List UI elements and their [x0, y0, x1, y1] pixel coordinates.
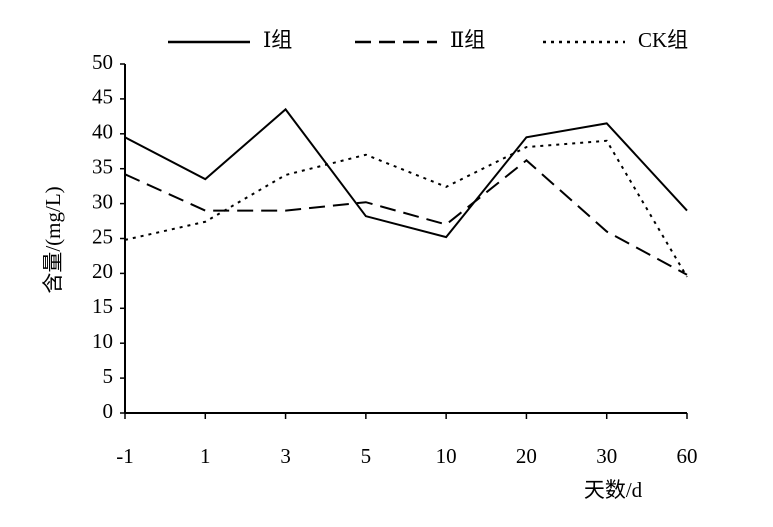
legend-label: Ⅱ组	[450, 28, 485, 52]
y-tick-label: 40	[92, 120, 113, 144]
x-axis-label: 天数/d	[584, 478, 643, 502]
y-tick-label: 10	[92, 329, 113, 353]
x-tick-label: 3	[280, 444, 291, 468]
series-line	[124, 139, 688, 278]
x-tick-label: -1	[116, 444, 134, 468]
legend-label: CK组	[638, 28, 688, 52]
y-axis-label: 含量/(mg/L)	[41, 186, 65, 293]
y-tick-label: 30	[92, 189, 113, 213]
x-tick-label: 5	[361, 444, 372, 468]
x-tick-label: 10	[436, 444, 457, 468]
x-tick-label: 60	[677, 444, 698, 468]
x-tick-label: 30	[596, 444, 617, 468]
y-tick-label: 25	[92, 224, 113, 248]
y-tick-label: 50	[92, 50, 113, 74]
x-tick-label: 1	[200, 444, 211, 468]
y-tick-label: 35	[92, 155, 113, 179]
series-line	[124, 107, 688, 239]
y-tick-label: 45	[92, 85, 113, 109]
x-tick-label: 20	[516, 444, 537, 468]
legend-label: Ⅰ组	[263, 28, 292, 52]
y-tick-label: 20	[92, 259, 113, 283]
y-tick-label: 0	[103, 399, 114, 423]
y-tick-label: 5	[103, 364, 114, 388]
y-tick-label: 15	[92, 294, 113, 318]
series-line	[124, 159, 688, 276]
